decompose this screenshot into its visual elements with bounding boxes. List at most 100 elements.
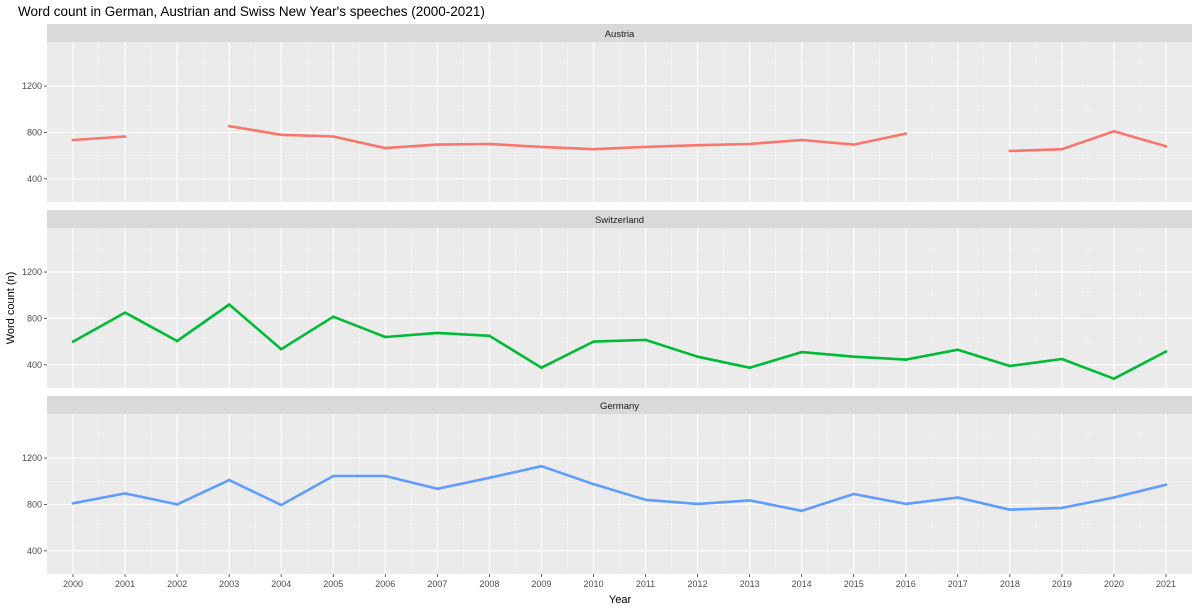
x-tick-label: 2012 [688, 579, 708, 589]
data-point [1060, 506, 1064, 510]
y-tick-label: 400 [27, 546, 42, 556]
data-point [696, 143, 699, 147]
y-tick-label: 800 [27, 127, 42, 137]
data-point [696, 355, 699, 358]
data-point [279, 503, 283, 507]
data-point [383, 146, 387, 150]
data-point [956, 496, 960, 499]
data-point [279, 133, 283, 137]
y-tick-label: 1200 [22, 267, 42, 277]
y-axis-label: Word count (n) [5, 272, 17, 345]
data-point [71, 340, 75, 343]
data-point [71, 138, 75, 142]
data-point [227, 124, 231, 128]
y-tick-label: 400 [27, 360, 42, 370]
data-point [227, 303, 231, 306]
data-point [436, 331, 439, 335]
data-point [123, 135, 127, 138]
data-point [956, 348, 960, 352]
data-point [383, 474, 387, 478]
x-tick-label: 2008 [479, 579, 499, 589]
x-tick-label: 2006 [375, 579, 395, 589]
facet-austria: Austria 400 800 1200 [22, 24, 1192, 202]
y-tick-label: 1200 [22, 453, 42, 463]
facet-strip [47, 24, 1192, 42]
data-point [904, 358, 908, 361]
data-point [1060, 147, 1064, 151]
data-point [175, 339, 179, 343]
data-point [123, 492, 127, 495]
data-point [1008, 508, 1012, 511]
x-tick-label: 2019 [1052, 579, 1072, 589]
x-tick-label: 2021 [1156, 579, 1176, 589]
data-point [488, 476, 491, 480]
data-point [123, 311, 127, 314]
data-point [1112, 496, 1116, 499]
data-point [279, 347, 283, 351]
x-tick-label: 2015 [844, 579, 864, 589]
facet-strip-label: Germany [600, 401, 639, 412]
data-point [331, 315, 335, 318]
y-tick-label: 800 [27, 499, 42, 509]
facet-strip-label: Switzerland [595, 215, 644, 226]
facet-switzerland: Switzerland 400 800 1200 [22, 210, 1192, 388]
data-point [436, 143, 439, 146]
data-point [1008, 364, 1012, 368]
data-point [1008, 149, 1012, 153]
x-tick-label: 2011 [636, 579, 655, 589]
data-point [852, 355, 856, 358]
x-tick-label: 2002 [167, 579, 187, 589]
x-tick-label: 2018 [1000, 579, 1020, 589]
data-point [1164, 145, 1168, 148]
data-point [540, 464, 543, 468]
data-point [1112, 377, 1116, 381]
data-point [488, 334, 491, 338]
y-tick-label: 1200 [22, 81, 42, 91]
x-tick-label: 2013 [740, 579, 760, 589]
data-point [852, 492, 856, 496]
data-point [71, 501, 75, 505]
x-tick-label: 2017 [948, 579, 968, 589]
data-point [592, 482, 595, 486]
data-point [175, 503, 179, 506]
data-point [331, 135, 335, 138]
data-point [540, 145, 543, 149]
data-point [1112, 129, 1116, 133]
x-tick-label: 2005 [323, 579, 343, 589]
data-point [1060, 357, 1064, 361]
data-point [331, 474, 335, 478]
x-tick-label: 2000 [63, 579, 83, 589]
series-line-switzerland [72, 303, 1167, 380]
x-tick-label: 2001 [115, 579, 135, 589]
data-point [644, 145, 647, 149]
x-tick-label: 2007 [427, 579, 447, 589]
data-point [1164, 350, 1168, 353]
data-point [904, 132, 908, 135]
data-point [644, 338, 647, 342]
x-tick-label: 2014 [792, 579, 812, 589]
x-tick-label: 2020 [1104, 579, 1124, 589]
data-point [592, 340, 595, 343]
data-point [592, 147, 595, 151]
facet-panels: Austria 400 800 1200 Switzerland 400 800 1200 Ge… [22, 24, 1192, 589]
y-tick-label: 400 [27, 174, 42, 184]
series-line-austria [1009, 130, 1167, 153]
facet-strip [47, 210, 1192, 228]
x-tick-label: 2004 [271, 579, 291, 589]
x-tick-label: 2016 [896, 579, 916, 589]
data-point [1164, 483, 1168, 487]
data-point [852, 143, 856, 146]
facet-strip-label: Austria [605, 29, 635, 40]
data-point [540, 366, 543, 370]
x-tick-label: 2010 [583, 579, 603, 589]
series-line-germany [72, 464, 1167, 513]
data-point [696, 502, 699, 506]
data-point [904, 502, 908, 506]
data-point [800, 350, 803, 354]
series-line-austria [72, 135, 126, 142]
chart-title: Word count in German, Austrian and Swiss… [18, 4, 485, 19]
data-point [383, 335, 387, 339]
series-line-austria [228, 124, 907, 151]
